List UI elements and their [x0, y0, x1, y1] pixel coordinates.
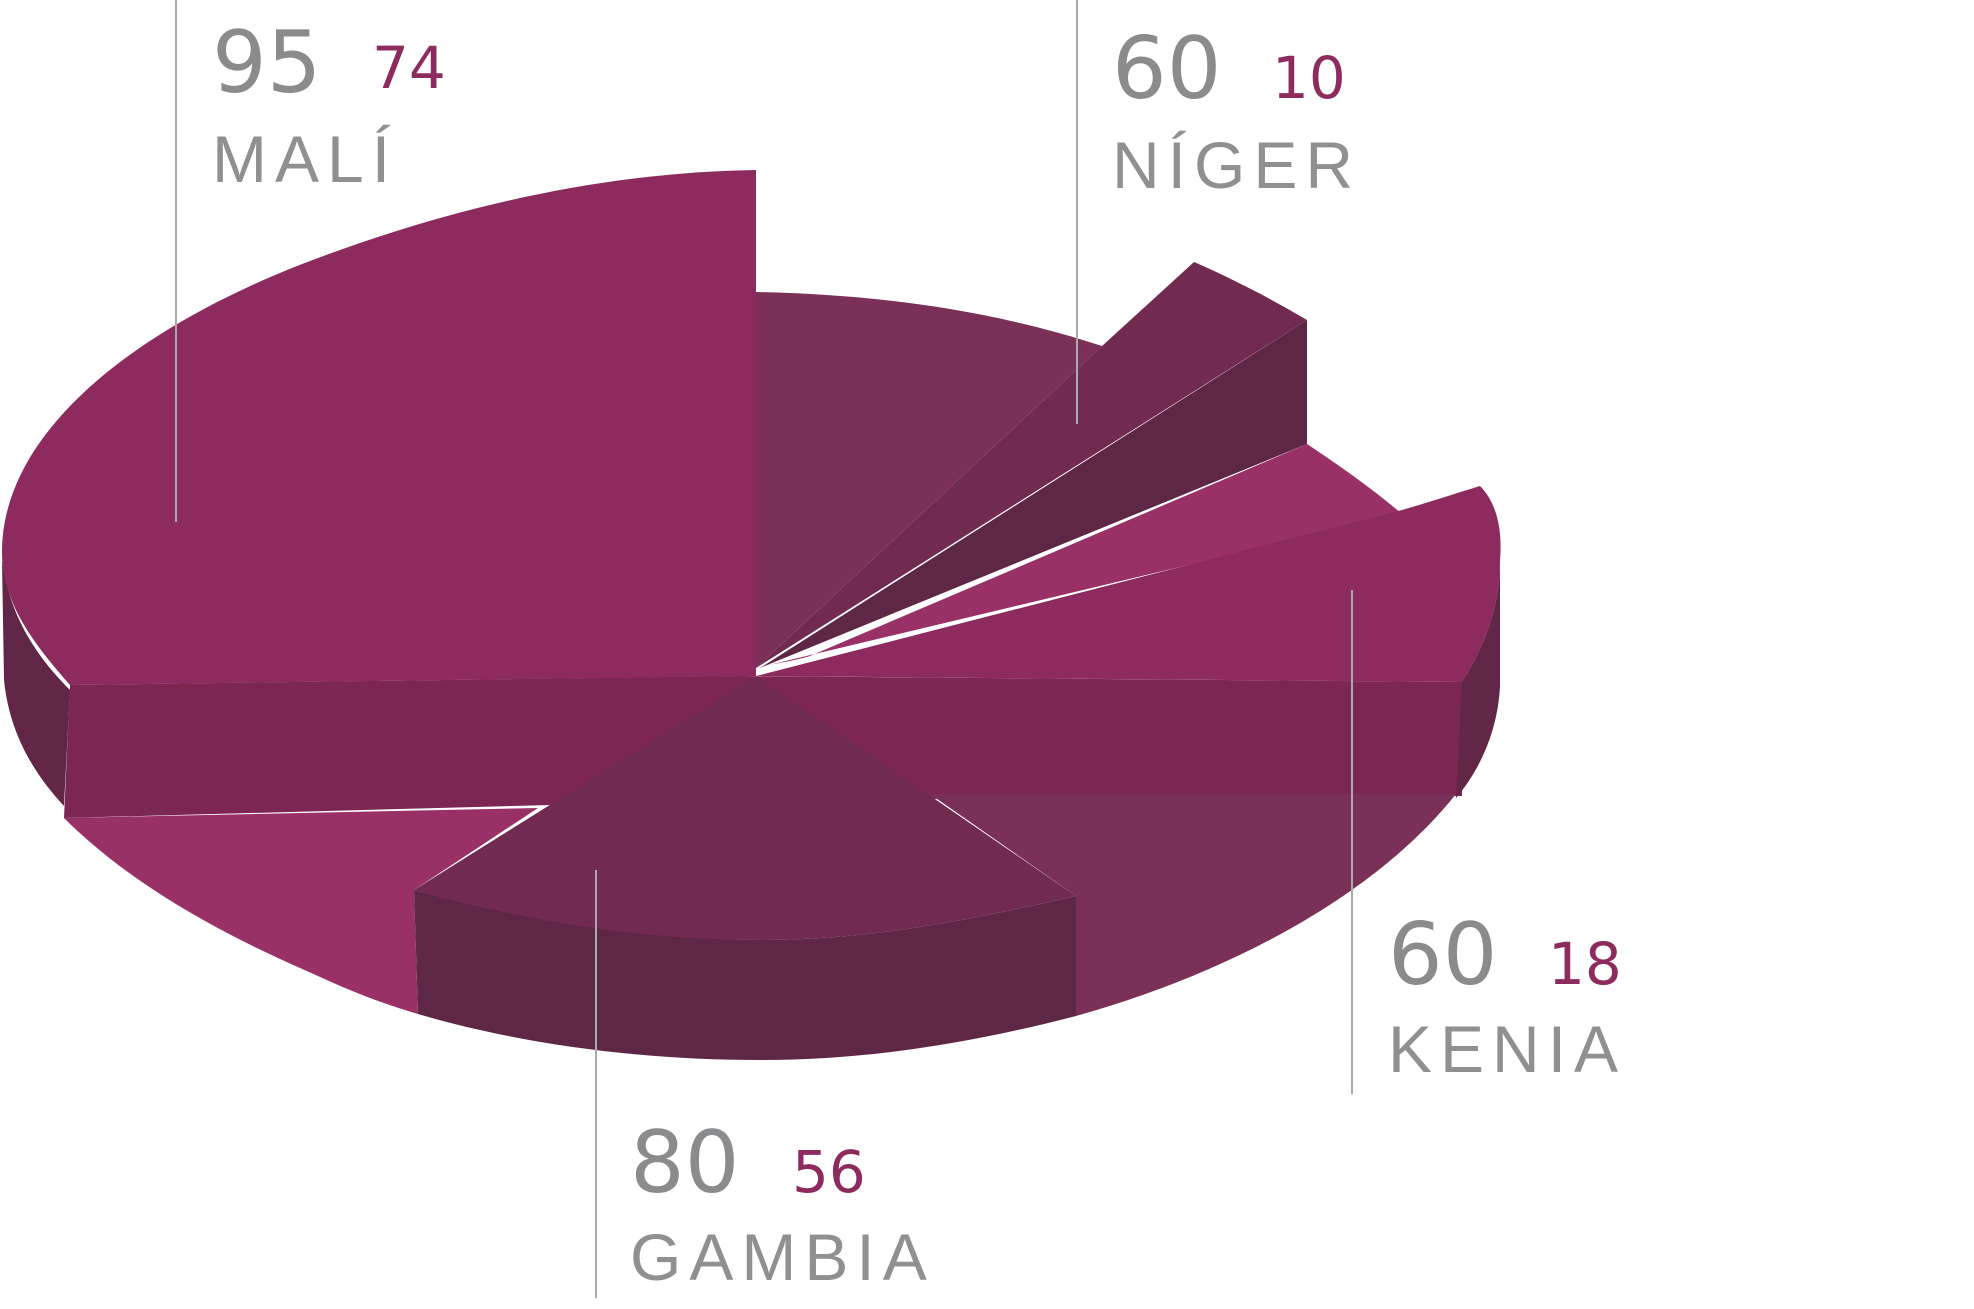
slice-side-right [1456, 560, 1500, 798]
kenia-label: KENIA [1388, 1012, 1626, 1086]
slice-side-left [2, 560, 70, 806]
pie-slices [2, 170, 1501, 1060]
slice-side-front-kenia [740, 676, 1462, 800]
slice-mali-top [2, 170, 756, 685]
slice-kenia-lower [930, 794, 1456, 1016]
gambia-secondary-value: 56 [792, 1138, 866, 1206]
slice-kenia-front [756, 486, 1501, 682]
mali-primary-value: 95 [212, 13, 321, 113]
slice-kenia-back [756, 292, 1102, 668]
slice-kenia-top [756, 444, 1402, 668]
slice-niger-top [756, 262, 1307, 668]
slice-gambia-top [414, 676, 1076, 940]
niger-primary-value: 60 [1112, 19, 1221, 119]
gambia-label: GAMBIA [630, 1220, 935, 1294]
slice-side-front-mali [64, 676, 740, 818]
slice-side-gambia [414, 890, 1076, 1060]
mali-secondary-value: 74 [372, 34, 446, 102]
niger-label: NÍGER [1112, 128, 1361, 202]
kenia-secondary-value: 18 [1548, 930, 1622, 998]
kenia-primary-value: 60 [1388, 905, 1497, 1005]
gambia-primary-value: 80 [630, 1113, 739, 1213]
mali-label: MALÍ [212, 122, 398, 196]
slice-side-niger [760, 320, 1307, 668]
slice-gambia-left [64, 808, 538, 1014]
niger-secondary-value: 10 [1272, 44, 1346, 112]
